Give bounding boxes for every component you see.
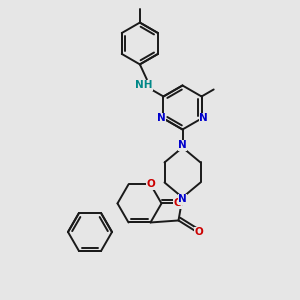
Text: N: N [199,113,208,124]
Text: N: N [178,140,187,151]
Text: O: O [146,179,155,189]
Text: N: N [157,113,166,124]
Text: O: O [194,227,203,238]
Text: O: O [173,198,182,208]
Text: NH: NH [135,80,153,91]
Text: N: N [178,194,187,205]
